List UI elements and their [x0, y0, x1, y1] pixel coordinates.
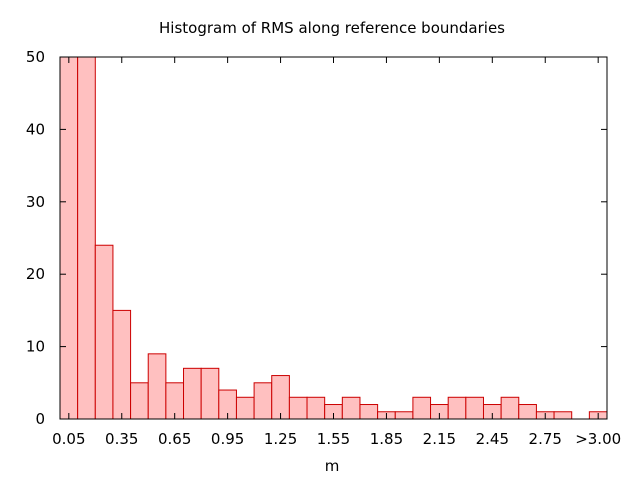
x-tick-label-5: 1.55 — [317, 430, 350, 448]
y-tick-label-4: 40 — [26, 120, 45, 138]
x-tick-label-7: 2.15 — [423, 430, 456, 448]
histogram-bar-12 — [271, 375, 290, 420]
histogram-bar-14 — [306, 396, 326, 420]
histogram-bar-2 — [94, 244, 114, 420]
y-tick-label-3: 30 — [26, 193, 45, 211]
histogram-bar-19 — [394, 411, 414, 420]
histogram-bar-17 — [359, 404, 379, 420]
y-tick-label-1: 10 — [26, 338, 45, 356]
x-tick-label-1: 0.35 — [105, 430, 138, 448]
histogram-bar-4 — [130, 382, 149, 420]
histogram-bar-16 — [341, 396, 361, 420]
y-tick-label-2: 20 — [26, 265, 45, 283]
histogram-bar-1 — [77, 56, 96, 420]
histogram-bar-20 — [412, 396, 432, 420]
x-tick-label-0: 0.05 — [52, 430, 85, 448]
x-tick-label-3: 0.95 — [211, 430, 244, 448]
histogram-bar-13 — [288, 396, 308, 420]
histogram-bar-7 — [183, 367, 202, 420]
histogram-bar-10 — [235, 396, 255, 420]
y-tick-label-0: 0 — [35, 410, 45, 428]
histogram-bar-26 — [518, 404, 537, 420]
x-tick-label-4: 1.25 — [264, 430, 297, 448]
chart-title: Histogram of RMS along reference boundar… — [159, 19, 505, 37]
histogram-bar-3 — [112, 309, 132, 420]
y-tick-label-5: 50 — [26, 48, 45, 66]
histogram-bar-0 — [59, 56, 79, 420]
histogram-bar-23 — [465, 396, 484, 420]
x-tick-label-6: 1.85 — [370, 430, 403, 448]
x-tick-label-10: >3.00 — [575, 430, 621, 448]
x-tick-label-9: 2.75 — [529, 430, 562, 448]
histogram-bar-22 — [447, 396, 467, 420]
histogram-bar-5 — [147, 353, 167, 420]
x-axis: 0.05 0.35 0.65 0.95 1.25 1.55 1.85 2.15 2.45 2.75… — [52, 57, 621, 448]
plot-frame — [59, 56, 608, 420]
histogram-bar-8 — [200, 367, 220, 420]
histogram-bar-11 — [253, 382, 273, 420]
histogram-bar-28 — [553, 411, 573, 420]
x-tick-label-2: 0.65 — [158, 430, 191, 448]
histogram-bar-25 — [500, 396, 520, 420]
bars-group — [59, 56, 608, 420]
x-axis-label: m — [325, 457, 340, 475]
y-axis: 0 10 20 30 40 50 — [26, 48, 607, 428]
x-tick-label-8: 2.45 — [476, 430, 509, 448]
